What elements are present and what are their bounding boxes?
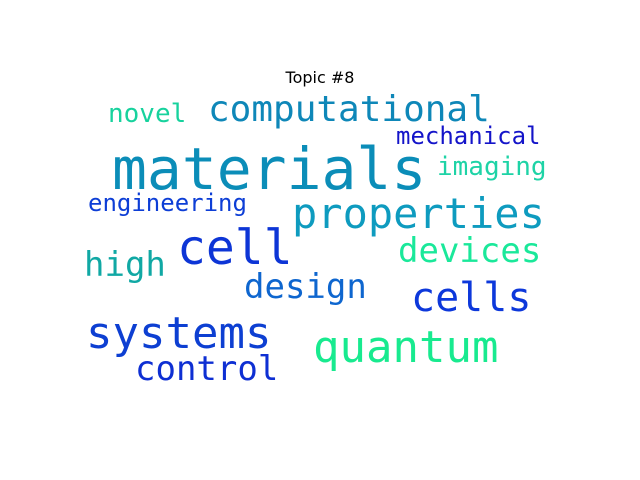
word-devices: devices xyxy=(398,231,542,271)
word-mechanical: mechanical xyxy=(396,122,541,150)
word-computational: computational xyxy=(208,89,490,130)
word-engineering: engineering xyxy=(88,189,247,217)
word-design: design xyxy=(244,267,367,307)
word-systems: systems xyxy=(86,308,272,359)
word-novel: novel xyxy=(108,99,187,129)
word-materials: materials xyxy=(112,135,427,203)
word-cells: cells xyxy=(411,275,532,321)
word-properties: properties xyxy=(292,189,545,238)
word-imaging: imaging xyxy=(437,152,547,182)
word-quantum: quantum xyxy=(313,322,499,373)
chart-title: Topic #8 xyxy=(285,68,355,87)
word-cell: cell xyxy=(177,220,293,276)
word-control: control xyxy=(135,349,279,389)
word-high: high xyxy=(84,245,166,285)
